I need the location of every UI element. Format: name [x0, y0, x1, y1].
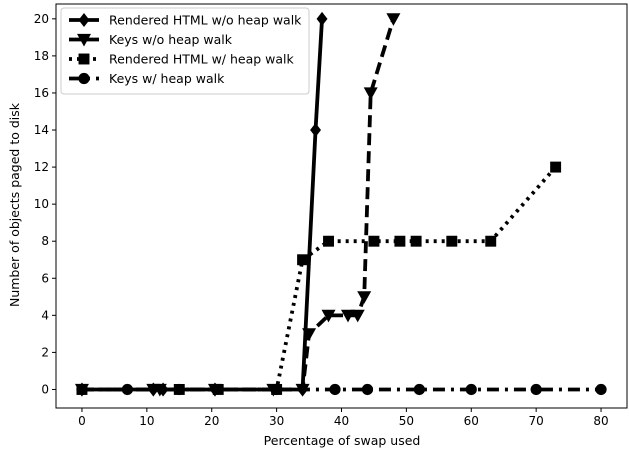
x-tick-label: 40: [334, 414, 349, 428]
diamond-marker: [76, 382, 88, 397]
x-tick-label: 30: [269, 414, 284, 428]
y-tick-label: 0: [41, 382, 49, 396]
x-tick-label: 20: [204, 414, 219, 428]
legend-item: Rendered HTML w/ heap walk: [69, 52, 295, 67]
legend-box: [60, 7, 310, 95]
square-marker: [297, 254, 309, 266]
x-tick-label: 80: [593, 414, 608, 428]
x-tick-label: 60: [464, 414, 479, 428]
diamond-marker: [147, 382, 159, 397]
legend-item: Keys w/ heap walk: [69, 71, 225, 86]
triangle-down-marker: [386, 13, 401, 26]
diamond-marker: [316, 11, 328, 26]
circle-marker: [361, 383, 374, 396]
circle-marker: [78, 72, 90, 85]
square-marker: [446, 235, 458, 247]
diamond-marker: [297, 382, 309, 397]
y-tick-label: 4: [41, 308, 49, 322]
x-tick-label: 50: [399, 414, 414, 428]
y-tick-label: 2: [41, 345, 49, 359]
triangle-down-marker: [363, 87, 378, 100]
x-axis-label: Percentage of swap used: [264, 433, 421, 448]
y-tick-label: 10: [34, 197, 49, 211]
y-tick-label: 8: [41, 234, 49, 248]
diamond-marker: [78, 13, 90, 27]
square-marker: [368, 235, 380, 247]
y-tick-label: 6: [41, 271, 49, 285]
y-tick-label: 16: [34, 86, 49, 100]
diamond-marker: [209, 382, 221, 397]
legend-label: Rendered HTML w/o heap walk: [109, 13, 302, 28]
legend-label: Rendered HTML w/ heap walk: [109, 52, 295, 67]
legend-label: Keys w/o heap walk: [109, 32, 233, 47]
triangle-down-marker: [340, 309, 355, 323]
y-tick-label: 20: [34, 12, 49, 26]
y-axis-label: Number of objects paged to disk: [7, 102, 22, 307]
x-tick-label: 0: [78, 414, 86, 428]
circle-marker: [329, 383, 341, 396]
circle-marker: [530, 383, 542, 396]
legend-label: Keys w/ heap walk: [109, 71, 225, 86]
square-marker: [78, 53, 90, 65]
series-3: [76, 161, 562, 395]
y-tick-label: 18: [34, 49, 49, 63]
square-marker: [410, 235, 422, 247]
diamond-marker: [310, 123, 322, 138]
triangle-down-marker: [357, 291, 372, 304]
series-1: [76, 11, 328, 397]
circle-marker: [595, 383, 607, 396]
y-tick-label: 14: [34, 123, 49, 137]
square-marker: [550, 161, 562, 173]
series-line: [81, 165, 558, 392]
y-tick-label: 12: [34, 160, 49, 174]
square-marker: [323, 235, 334, 247]
diamond-marker: [157, 382, 169, 397]
legend: Rendered HTML w/o heap walk Keys w/o heap…: [60, 7, 310, 95]
legend-item: Rendered HTML w/o heap walk: [69, 13, 302, 28]
square-marker: [485, 235, 497, 247]
legend-item: Keys w/o heap walk: [69, 32, 233, 47]
triangle-down-marker: [321, 309, 336, 323]
circle-marker: [413, 383, 425, 396]
triangle-down-marker: [350, 309, 365, 323]
circle-marker: [465, 383, 477, 396]
triangle-down-marker: [77, 33, 91, 47]
x-tick-label: 70: [529, 414, 544, 428]
square-marker: [394, 235, 406, 247]
x-tick-label: 10: [139, 414, 154, 428]
